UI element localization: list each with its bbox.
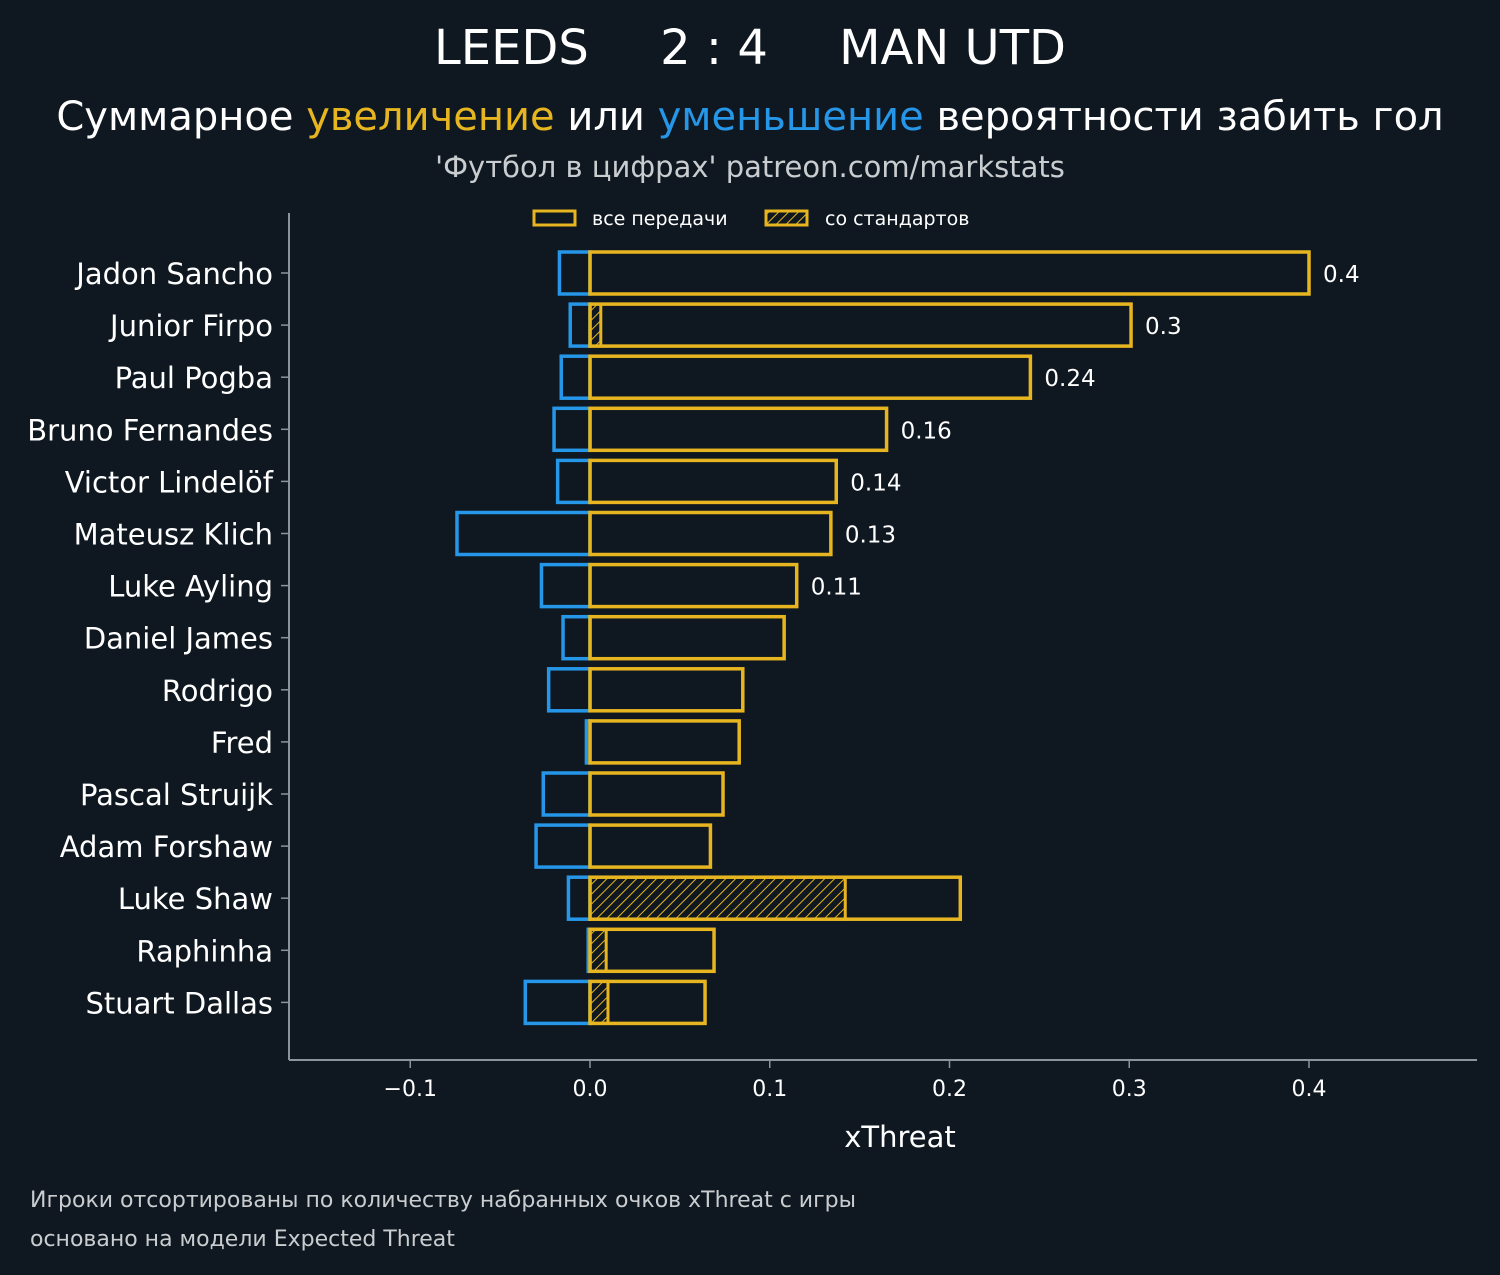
bar-decrease xyxy=(455,510,592,557)
bar-increase xyxy=(588,823,713,869)
bar-increase xyxy=(588,250,1311,296)
bar-set-piece xyxy=(588,875,847,921)
player-label: Rodrigo xyxy=(162,674,273,708)
bar-decrease xyxy=(566,875,592,921)
bar-set-piece xyxy=(588,979,610,1025)
bar-increase xyxy=(588,719,741,765)
bar-decrease xyxy=(541,771,592,817)
home-team-name: LEEDS xyxy=(434,20,589,76)
bar-decrease xyxy=(561,614,592,661)
player-label: Pascal Struijk xyxy=(80,778,273,812)
bar-increase xyxy=(588,354,1033,400)
bar-increase xyxy=(588,614,786,661)
player-label: Luke Ayling xyxy=(108,570,273,604)
value-label: 0.14 xyxy=(850,470,901,496)
footnote-model: основано на модели Expected Threat xyxy=(30,1227,455,1252)
chart-subtitle: Суммарное увеличение или уменьшение веро… xyxy=(0,92,1500,142)
legend-label-set-pieces: со стандартов xyxy=(825,208,969,230)
value-label: 0.13 xyxy=(845,523,896,549)
value-label: 0.4 xyxy=(1323,262,1360,288)
match-score: 2 : 4 xyxy=(660,20,768,76)
x-tick-label: −0.1 xyxy=(384,1077,437,1102)
bar-increase xyxy=(588,875,963,921)
bar-decrease xyxy=(559,354,592,400)
legend-swatch-set-pieces xyxy=(764,209,809,227)
player-label: Luke Shaw xyxy=(118,882,273,916)
subtitle-increase: увеличение xyxy=(306,94,555,140)
bar-increase xyxy=(588,302,1133,348)
player-label: Bruno Fernandes xyxy=(27,413,273,447)
subtitle-part-2: или xyxy=(554,94,658,140)
x-tick-label: 0.2 xyxy=(932,1077,967,1102)
bar-decrease xyxy=(546,667,592,713)
subtitle-decrease: уменьшение xyxy=(657,94,924,140)
player-label: Junior Firpo xyxy=(108,309,273,343)
bar-increase xyxy=(588,667,745,713)
bar-increase xyxy=(588,771,725,817)
x-axis-label: xThreat xyxy=(844,1120,956,1154)
bar-increase xyxy=(588,979,707,1026)
legend-swatch-all-passes xyxy=(532,209,577,227)
x-tick-label: 0.0 xyxy=(573,1077,608,1102)
away-team-name: MAN UTD xyxy=(839,20,1066,76)
bar-increase xyxy=(588,562,799,609)
bar-decrease xyxy=(568,302,592,348)
player-label: Paul Pogba xyxy=(115,361,273,395)
bar-increase xyxy=(588,927,716,974)
footnote-sort: Игроки отсортированы по количеству набра… xyxy=(30,1188,856,1213)
player-label: Stuart Dallas xyxy=(85,986,273,1020)
bar-decrease xyxy=(534,823,592,869)
bar-decrease xyxy=(555,458,592,505)
value-label: 0.3 xyxy=(1145,314,1182,340)
x-tick-label: 0.3 xyxy=(1112,1077,1147,1102)
bar-set-piece xyxy=(588,927,608,973)
bar-decrease xyxy=(539,562,592,609)
player-label: Raphinha xyxy=(136,934,273,968)
match-score-title: LEEDS 2 : 4 MAN UTD xyxy=(0,18,1500,78)
bar-increase xyxy=(588,510,833,557)
value-label: 0.24 xyxy=(1044,366,1095,392)
bar-decrease xyxy=(557,250,592,296)
bar-decrease xyxy=(552,406,592,453)
value-label: 0.11 xyxy=(811,575,862,601)
player-label: Jadon Sancho xyxy=(74,257,273,291)
player-label: Victor Lindelöf xyxy=(65,465,274,499)
bar-increase xyxy=(588,458,839,505)
player-label: Fred xyxy=(211,726,273,760)
player-label: Adam Forshaw xyxy=(60,830,273,864)
bar-decrease xyxy=(523,979,592,1026)
bar-increase xyxy=(588,406,889,453)
credit-line: 'Футбол в цифрах' patreon.com/markstats xyxy=(435,150,1065,184)
x-tick-label: 0.1 xyxy=(752,1077,787,1102)
value-label: 0.16 xyxy=(901,418,952,444)
player-label: Mateusz Klich xyxy=(74,518,273,552)
player-label: Daniel James xyxy=(84,622,273,656)
subtitle-part-1: Суммарное xyxy=(56,94,307,140)
x-tick-label: 0.4 xyxy=(1292,1077,1327,1102)
subtitle-part-3: вероятности забить гол xyxy=(923,94,1444,140)
legend-label-all-passes: все передачи xyxy=(592,208,728,230)
